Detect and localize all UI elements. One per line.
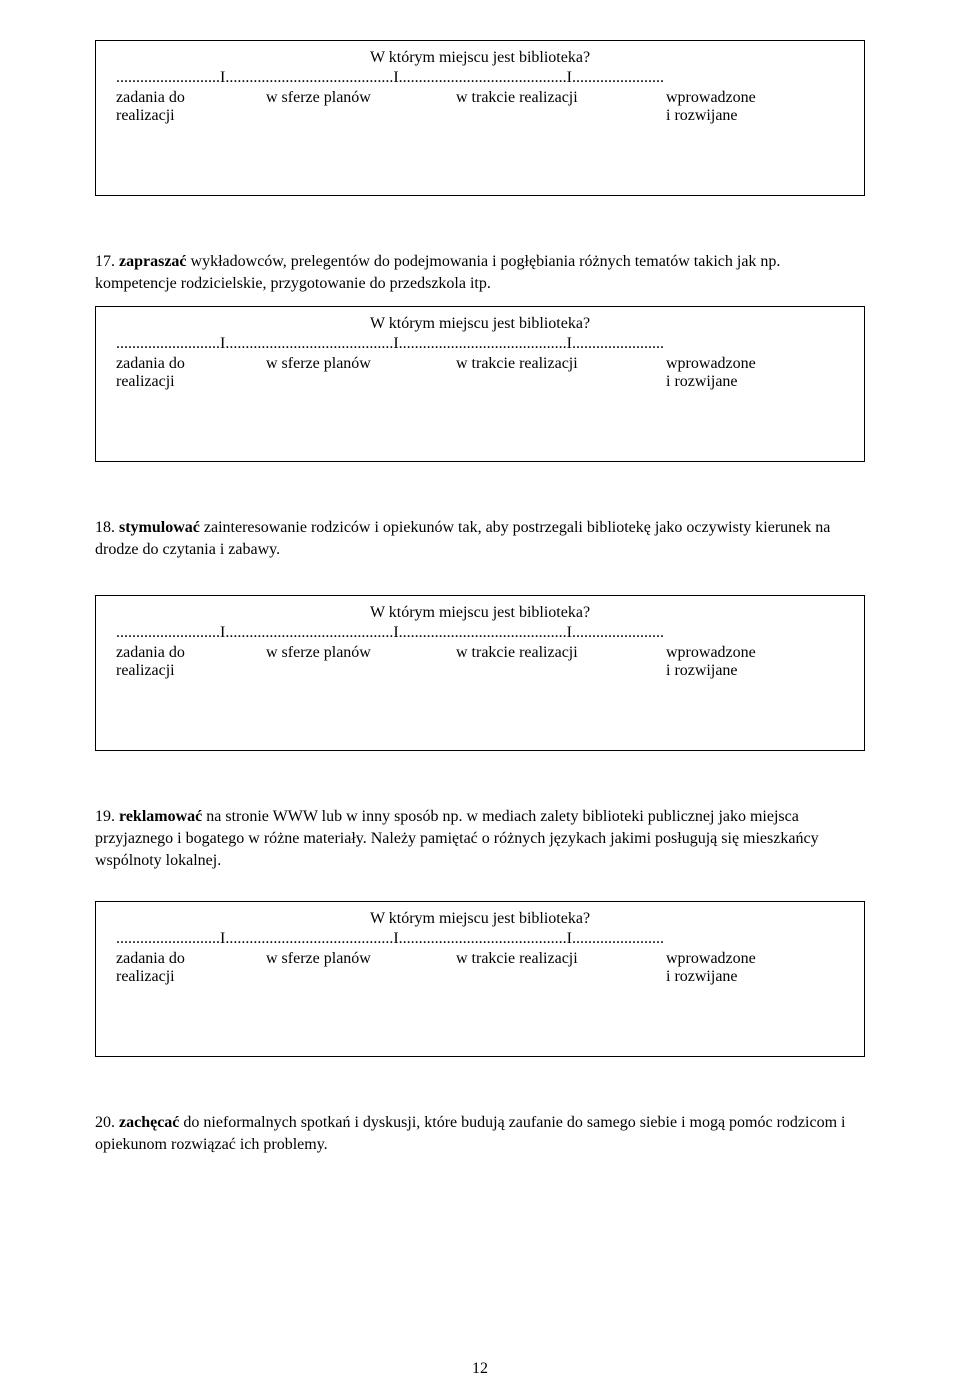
box-title-wrap: W którym miejscu jest biblioteka? <box>116 910 844 928</box>
scale-col-3: w trakcie realizacji <box>456 644 666 680</box>
scale-col-3: w trakcie realizacji <box>456 89 666 125</box>
item-20-bold: zachęcać <box>119 1114 179 1131</box>
scale-labels: zadania do realizacji w sferze planów w … <box>116 644 844 680</box>
item-17: 17. zapraszać wykładowców, prelegentów d… <box>95 251 865 294</box>
item-17-rest: wykładowców, prelegentów do podejmowania… <box>95 253 780 292</box>
item-20-number: 20. <box>95 1114 115 1131</box>
item-20: 20. zachęcać do nieformalnych spotkań i … <box>95 1112 865 1155</box>
scale-col2: w sferze planów <box>266 644 456 662</box>
scale-col-3: w trakcie realizacji <box>456 355 666 391</box>
scale-box-3: W którym miejscu jest biblioteka? ......… <box>95 595 865 751</box>
scale-col-1: zadania do realizacji <box>116 355 266 391</box>
scale-col-1: zadania do realizacji <box>116 644 266 680</box>
box-title: W którym miejscu jest biblioteka? <box>370 604 590 621</box>
scale-labels: zadania do realizacji w sferze planów w … <box>116 355 844 391</box>
scale-col3: w trakcie realizacji <box>456 355 666 373</box>
scale-col3: w trakcie realizacji <box>456 89 666 107</box>
scale-col-3: w trakcie realizacji <box>456 950 666 986</box>
page: W którym miejscu jest biblioteka? ......… <box>0 0 960 1398</box>
scale-box-2: W którym miejscu jest biblioteka? ......… <box>95 306 865 462</box>
item-18-number: 18. <box>95 519 115 536</box>
scale-col-2: w sferze planów <box>266 950 456 986</box>
scale-col1-line1: zadania do <box>116 950 266 968</box>
scale-dotted-line: ..........................I.............… <box>116 930 844 948</box>
item-19-bold: reklamować <box>119 808 202 825</box>
box-title-wrap: W którym miejscu jest biblioteka? <box>116 315 844 333</box>
scale-dotted-line: ..........................I.............… <box>116 624 844 642</box>
scale-col4-line1: wprowadzone <box>666 950 836 968</box>
scale-col-1: zadania do realizacji <box>116 89 266 125</box>
item-19-rest: na stronie WWW lub w inny sposób np. w m… <box>95 808 819 868</box>
scale-dotted-line: ..........................I.............… <box>116 335 844 353</box>
scale-col2: w sferze planów <box>266 89 456 107</box>
scale-col1-line1: zadania do <box>116 355 266 373</box>
scale-dotted-line: ..........................I.............… <box>116 69 844 87</box>
scale-col4-line2: i rozwijane <box>666 662 836 680</box>
scale-col-2: w sferze planów <box>266 355 456 391</box>
box-title: W którym miejscu jest biblioteka? <box>370 315 590 332</box>
scale-col2: w sferze planów <box>266 950 456 968</box>
scale-box-4: W którym miejscu jest biblioteka? ......… <box>95 901 865 1057</box>
box-title: W którym miejscu jest biblioteka? <box>370 49 590 66</box>
scale-col4-line2: i rozwijane <box>666 373 836 391</box>
scale-labels: zadania do realizacji w sferze planów w … <box>116 89 844 125</box>
page-number: 12 <box>0 1360 960 1378</box>
scale-col1-line2: realizacji <box>116 662 266 680</box>
item-19: 19. reklamować na stronie WWW lub w inny… <box>95 806 865 871</box>
item-18: 18. stymulować zainteresowanie rodziców … <box>95 517 865 560</box>
scale-col-2: w sferze planów <box>266 644 456 680</box>
scale-col-2: w sferze planów <box>266 89 456 125</box>
box-title-wrap: W którym miejscu jest biblioteka? <box>116 604 844 622</box>
item-18-rest: zainteresowanie rodziców i opiekunów tak… <box>95 519 830 558</box>
scale-labels: zadania do realizacji w sferze planów w … <box>116 950 844 986</box>
scale-col1-line2: realizacji <box>116 373 266 391</box>
item-17-number: 17. <box>95 253 115 270</box>
scale-col3: w trakcie realizacji <box>456 644 666 662</box>
scale-col2: w sferze planów <box>266 355 456 373</box>
item-17-bold: zapraszać <box>119 253 187 270</box>
scale-col4-line1: wprowadzone <box>666 355 836 373</box>
scale-col4-line1: wprowadzone <box>666 89 836 107</box>
scale-col-4: wprowadzone i rozwijane <box>666 950 836 986</box>
scale-col-1: zadania do realizacji <box>116 950 266 986</box>
scale-col1-line1: zadania do <box>116 644 266 662</box>
scale-col1-line1: zadania do <box>116 89 266 107</box>
item-19-number: 19. <box>95 808 115 825</box>
scale-col-4: wprowadzone i rozwijane <box>666 355 836 391</box>
scale-col4-line1: wprowadzone <box>666 644 836 662</box>
scale-col1-line2: realizacji <box>116 107 266 125</box>
item-20-rest: do nieformalnych spotkań i dyskusji, któ… <box>95 1114 845 1153</box>
item-18-bold: stymulować <box>119 519 200 536</box>
box-title-wrap: W którym miejscu jest biblioteka? <box>116 49 844 67</box>
scale-col4-line2: i rozwijane <box>666 968 836 986</box>
scale-box-1: W którym miejscu jest biblioteka? ......… <box>95 40 865 196</box>
box-title: W którym miejscu jest biblioteka? <box>370 910 590 927</box>
scale-col1-line2: realizacji <box>116 968 266 986</box>
scale-col-4: wprowadzone i rozwijane <box>666 644 836 680</box>
scale-col-4: wprowadzone i rozwijane <box>666 89 836 125</box>
scale-col4-line2: i rozwijane <box>666 107 836 125</box>
scale-col3: w trakcie realizacji <box>456 950 666 968</box>
